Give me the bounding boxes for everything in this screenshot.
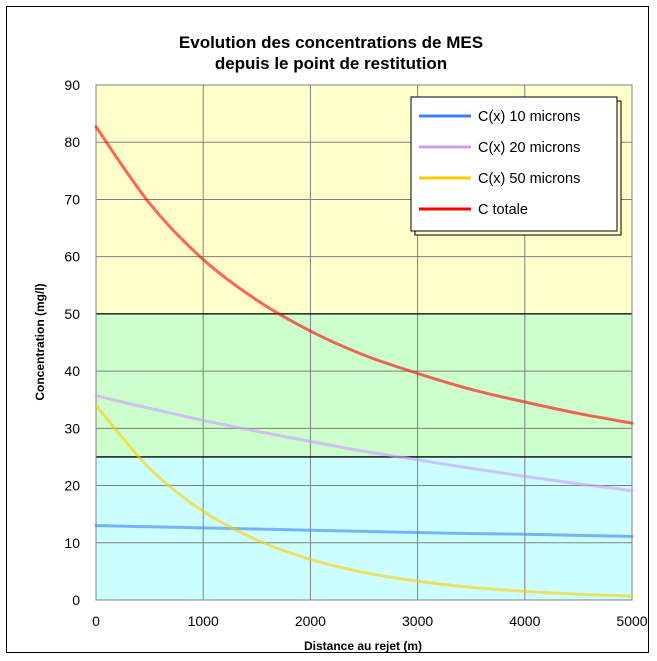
y-tick-label: 80 [64, 134, 80, 150]
x-tick-labels: 0 1000 2000 3000 4000 5000 [92, 613, 648, 629]
legend-label-3: C totale [478, 202, 528, 218]
legend-label-2: C(x) 50 microns [478, 171, 580, 187]
y-tick-label: 0 [72, 592, 80, 608]
x-tick-label: 0 [92, 613, 100, 629]
x-tick-label: 3000 [402, 613, 433, 629]
y-tick-label: 50 [64, 306, 80, 322]
chart-title-line-2: depuis le point de restitution [215, 54, 447, 73]
y-tick-label: 10 [64, 535, 80, 551]
x-tick-label: 1000 [188, 613, 219, 629]
plot-area-border [95, 84, 633, 601]
legend-label-1: C(x) 20 microns [478, 140, 580, 156]
chart-title-line-1: Evolution des concentrations de MES [179, 33, 483, 52]
y-tick-label: 70 [64, 191, 80, 207]
y-tick-label: 30 [64, 420, 80, 436]
band-1 [96, 313, 632, 457]
legend: C(x) 10 microns C(x) 20 microns C(x) 50 mi… [410, 96, 622, 236]
y-tick-label: 40 [64, 363, 80, 379]
y-tick-label: 60 [64, 249, 80, 265]
x-tick-label: 4000 [509, 613, 540, 629]
x-tick-label: 2000 [295, 613, 326, 629]
y-tick-label: 20 [64, 478, 80, 494]
series-line-2 [94, 403, 634, 598]
legend-label-0: C(x) 10 microns [478, 109, 580, 125]
series-lines [94, 125, 634, 598]
y-axis-label: Concentration (mg/l) [33, 283, 47, 400]
y-tick-labels: 0 10 20 30 40 50 60 70 80 90 [64, 77, 80, 608]
x-tick-label: 5000 [616, 613, 647, 629]
y-tick-label: 90 [64, 77, 80, 93]
x-axis-label: Distance au rejet (m) [304, 639, 422, 653]
series-line-3 [94, 125, 634, 425]
